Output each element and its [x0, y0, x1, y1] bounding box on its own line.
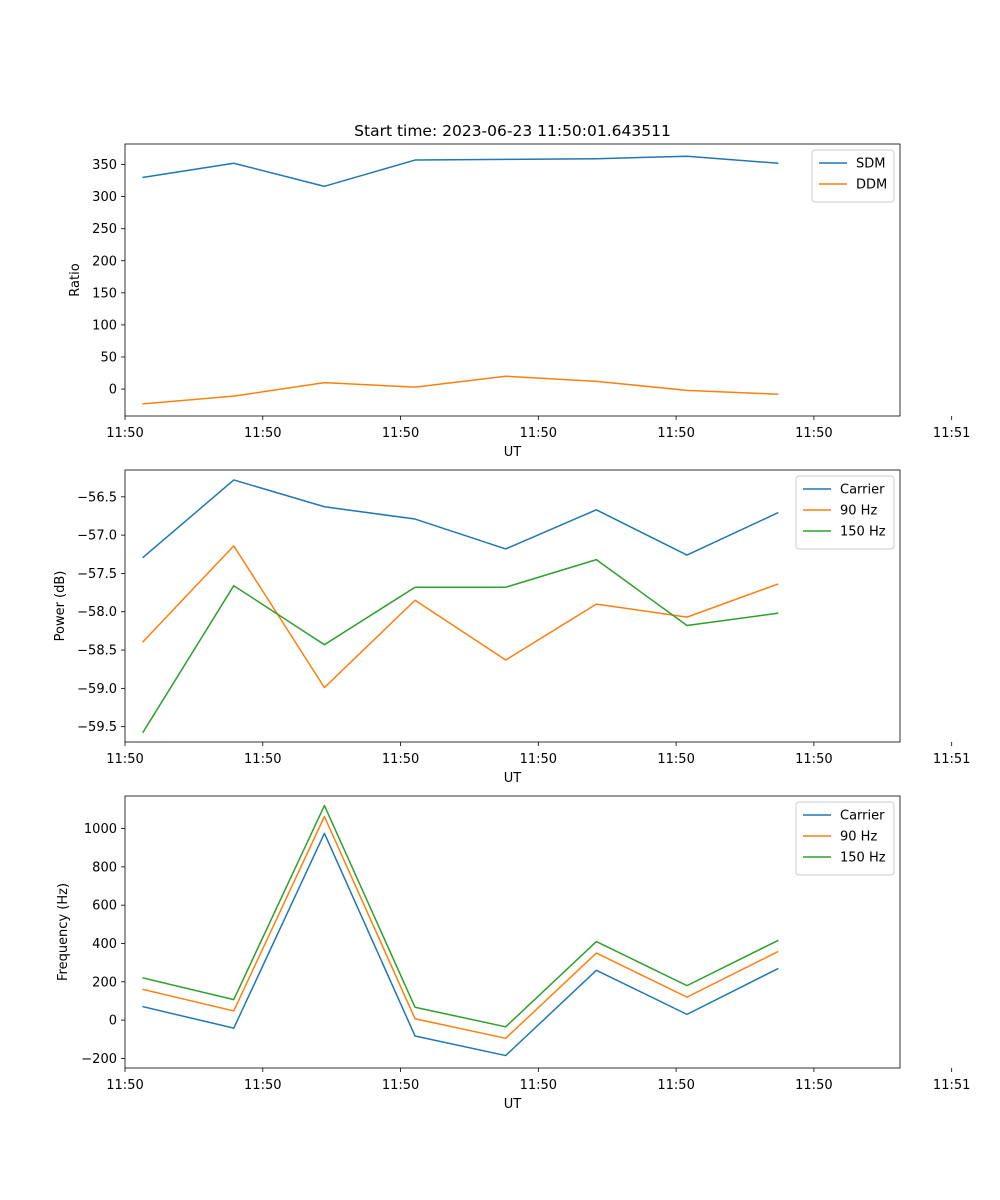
series-lines — [142, 155, 779, 405]
x-tick-label: 11:50 — [657, 426, 694, 441]
x-tick-label: 11:50 — [244, 1078, 281, 1093]
x-tick-label: 11:50 — [657, 752, 694, 767]
x-tick-label: 11:50 — [382, 752, 419, 767]
y-tick-label: 200 — [92, 254, 117, 269]
legend: Carrier 90 Hz 150 Hz — [795, 475, 895, 550]
y-axis-label: Power (dB) — [53, 571, 68, 642]
legend-entry: Carrier — [840, 483, 885, 498]
x-tick-label: 11:50 — [382, 1078, 419, 1093]
y-tick-label: −57.0 — [77, 529, 117, 544]
y-tick-label: −58.0 — [77, 605, 117, 620]
y-tick-label: −58.5 — [77, 644, 117, 659]
subplots: 11:50 11:50 11:50 11:50 11:50 11:50 11:51 UT 0 50… — [53, 143, 970, 1112]
subplot-3: 11:50 11:50 11:50 11:50 11:50 11:50 11:51 UT −20… — [56, 795, 970, 1112]
y-tick-label: −56.5 — [77, 490, 117, 505]
series-line-ddm — [142, 375, 779, 405]
x-tick-label: 11:50 — [106, 752, 143, 767]
x-tick-label: 11:50 — [520, 426, 557, 441]
series-line-sdm — [142, 155, 779, 188]
series-line-carrier — [142, 479, 779, 559]
subplot-1: 11:50 11:50 11:50 11:50 11:50 11:50 11:51 UT 0 50… — [68, 143, 970, 460]
y-tick-label: −59.0 — [77, 682, 117, 697]
x-tick-label: 11:50 — [382, 426, 419, 441]
x-axis: 11:50 11:50 11:50 11:50 11:50 11:50 11:51 UT — [106, 416, 970, 460]
y-tick-label: 300 — [92, 190, 117, 205]
y-axis: −200 0 200 400 600 800 1000 Frequency (Hz) — [56, 822, 125, 1067]
x-tick-label: 11:50 — [106, 426, 143, 441]
y-tick-label: 350 — [92, 158, 117, 173]
y-tick-label: 0 — [109, 383, 117, 398]
series-line-90-hz — [142, 545, 779, 689]
y-tick-label: 0 — [109, 1014, 117, 1029]
x-tick-label: 11:50 — [795, 752, 832, 767]
legend-entry: 150 Hz — [840, 851, 886, 866]
legend-entry: Carrier — [840, 809, 885, 824]
y-tick-label: −59.5 — [77, 720, 117, 735]
y-axis: −56.5 −57.0 −57.5 −58.0 −58.5 −59.0 −59.5 Power… — [53, 490, 125, 735]
x-tick-label: 11:50 — [520, 1078, 557, 1093]
series-line-150-hz — [142, 558, 779, 734]
series-line-carrier — [142, 832, 779, 1057]
legend-entry: 150 Hz — [840, 525, 886, 540]
figure-title: Start time: 2023-06-23 11:50:01.643511 — [354, 122, 671, 140]
x-axis-label: UT — [504, 1097, 522, 1112]
x-tick-label: 11:50 — [795, 426, 832, 441]
plot-frame — [124, 795, 901, 1069]
legend: SDM DDM — [811, 149, 895, 203]
series-lines — [142, 479, 779, 734]
plot-frame — [124, 143, 901, 417]
legend-entry: SDM — [856, 157, 885, 172]
x-tick-label: 11:51 — [933, 1078, 970, 1093]
x-tick-label: 11:50 — [244, 752, 281, 767]
y-tick-label: 600 — [92, 899, 117, 914]
x-tick-label: 11:50 — [244, 426, 281, 441]
y-tick-label: 400 — [92, 937, 117, 952]
plot-frame — [124, 469, 901, 743]
y-tick-label: −57.5 — [77, 567, 117, 582]
y-axis-label: Ratio — [68, 263, 83, 296]
y-tick-label: 200 — [92, 975, 117, 990]
y-tick-label: 800 — [92, 860, 117, 875]
x-tick-label: 11:50 — [520, 752, 557, 767]
y-tick-label: −200 — [81, 1052, 117, 1067]
legend-entry: 90 Hz — [840, 830, 877, 845]
legend-entry: DDM — [856, 178, 887, 193]
y-tick-label: 100 — [92, 318, 117, 333]
series-line-150-hz — [142, 804, 779, 1028]
subplot-2: 11:50 11:50 11:50 11:50 11:50 11:50 11:51 UT −56… — [53, 469, 970, 786]
x-axis-label: UT — [504, 771, 522, 786]
y-axis-label: Frequency (Hz) — [56, 883, 71, 981]
x-tick-label: 11:51 — [933, 426, 970, 441]
legend-entry: 90 Hz — [840, 504, 877, 519]
x-axis: 11:50 11:50 11:50 11:50 11:50 11:50 11:51 UT — [106, 742, 970, 786]
series-lines — [142, 804, 779, 1057]
x-tick-label: 11:50 — [657, 1078, 694, 1093]
legend: Carrier 90 Hz 150 Hz — [795, 801, 895, 876]
series-line-90-hz — [142, 815, 779, 1040]
y-tick-label: 50 — [100, 350, 117, 365]
y-tick-label: 250 — [92, 222, 117, 237]
x-tick-label: 11:50 — [795, 1078, 832, 1093]
x-axis-label: UT — [504, 445, 522, 460]
y-tick-label: 1000 — [84, 822, 117, 837]
y-tick-label: 150 — [92, 286, 117, 301]
y-axis: 0 50 100 150 200 250 300 350 Ratio — [68, 158, 125, 398]
x-axis: 11:50 11:50 11:50 11:50 11:50 11:50 11:51 UT — [106, 1068, 970, 1112]
x-tick-label: 11:51 — [933, 752, 970, 767]
x-tick-label: 11:50 — [106, 1078, 143, 1093]
